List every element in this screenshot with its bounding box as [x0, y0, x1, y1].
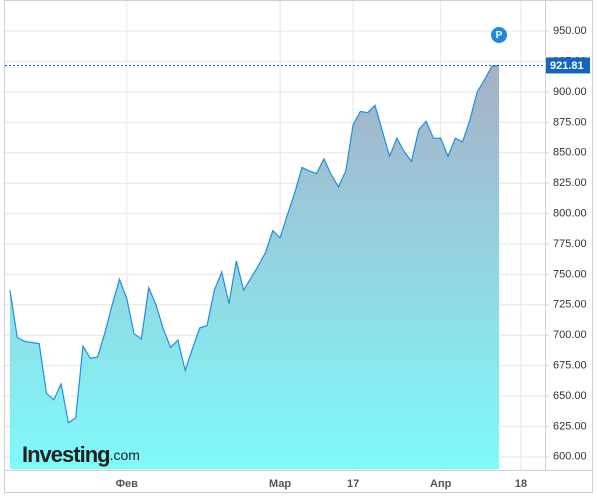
x-tick-label: Мар: [269, 478, 291, 490]
y-tick-label: 750.00: [553, 268, 587, 280]
y-tick-label: 900.00: [553, 86, 587, 98]
area-fill: [10, 65, 500, 470]
y-tick-label: 725.00: [553, 299, 587, 311]
x-tick-label: Апр: [430, 478, 452, 490]
y-tick-label: 650.00: [553, 390, 587, 402]
x-tick-label: Фев: [116, 478, 139, 490]
frame: [4, 0, 593, 493]
badge[interactable]: P: [496, 30, 503, 41]
y-tick-label: 600.00: [553, 451, 587, 463]
x-tick-label: 17: [347, 478, 359, 490]
badge-circle[interactable]: [491, 27, 507, 43]
y-tick-label: 675.00: [553, 360, 587, 372]
y-tick-label: 775.00: [553, 238, 587, 250]
y-tick-label: 625.00: [553, 420, 587, 432]
logo-suffix: .com: [110, 447, 140, 463]
last-value-box: [546, 57, 590, 74]
y-tick-label: 825.00: [553, 177, 587, 189]
logo-main: Investing: [22, 442, 110, 467]
y-tick-label: 700.00: [553, 329, 587, 341]
y-tick-label: 850.00: [553, 147, 587, 159]
y-tick-label: 800.00: [553, 208, 587, 220]
last-value-label: 921.81: [550, 60, 584, 72]
y-tick-label: 875.00: [553, 116, 587, 128]
y-tick-label: 950.00: [553, 25, 587, 37]
logo: Investing.com: [22, 442, 140, 467]
x-tick-label: 18: [515, 478, 527, 490]
line: [9, 64, 500, 424]
